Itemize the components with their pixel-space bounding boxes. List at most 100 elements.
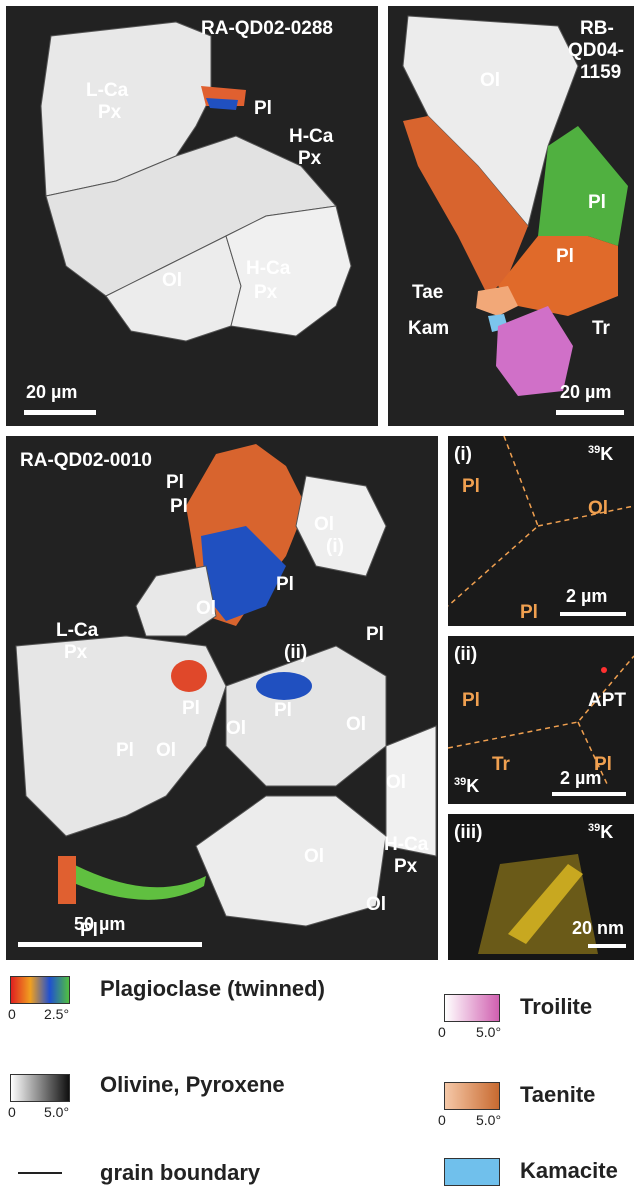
isotope-label: 39K (588, 444, 614, 464)
grain-hcapx (225, 205, 352, 337)
olivine-min: 0 (8, 1104, 16, 1120)
panel-b-title-2: QD04- (568, 40, 624, 61)
label-ii-1: APT (588, 690, 626, 711)
grain-pl-arc (58, 856, 206, 900)
panel-b-title-1: RB- (580, 18, 614, 39)
grain-pl-arc-2 (58, 856, 76, 904)
label-ol: Ol (162, 270, 183, 291)
scale-label: 50 µm (74, 914, 126, 934)
taenite-max: 5.0° (476, 1112, 502, 1128)
label-c-2: Ol (314, 514, 335, 535)
troilite-min: 0 (438, 1024, 446, 1040)
scale-label: 20 nm (572, 918, 625, 938)
label-c-15: Ol (346, 714, 367, 735)
panel-c-image (15, 444, 437, 927)
label-c-21: Ol (366, 894, 387, 915)
apt-k-band (508, 864, 583, 944)
panel-b-title-3: 1159 (580, 62, 622, 83)
boundary-line-icon (18, 1172, 62, 1174)
grain-pl-round-2 (256, 672, 312, 700)
panel-i-image (448, 436, 634, 607)
label-c-20: Pl (80, 920, 98, 941)
grain-boundary-dashed (448, 436, 634, 607)
label-pl-b2: Pl (556, 246, 574, 267)
olivine-label: Olivine, Pyroxene (100, 1072, 285, 1097)
label-c-10: Pl (182, 698, 200, 719)
grain-ol-low (195, 795, 387, 927)
scale-bar (560, 612, 626, 616)
kamacite-swatch (444, 1158, 500, 1186)
label-c-9: Pl (366, 624, 384, 645)
label-c-8: (ii) (284, 642, 308, 663)
scale-label: 2 µm (560, 768, 602, 788)
label-c-12: Ol (226, 718, 247, 739)
scale-bar (18, 942, 202, 947)
panel-c-title: RA-QD02-0010 (20, 450, 152, 471)
isotope-label: 39K (588, 822, 614, 842)
scale-label: 20 µm (26, 382, 78, 402)
panel-iii-image (478, 854, 598, 954)
panel-c: RA-QD02-0010 Pl Pl Ol Pl (i) Ol L-Ca Px … (6, 436, 438, 960)
label-kam: Kam (408, 318, 450, 339)
scale-label: 2 µm (566, 586, 608, 606)
grain-boundary-dashed (448, 655, 634, 787)
troilite-max: 5.0° (476, 1024, 502, 1040)
label-c-13: Pl (116, 740, 134, 761)
label-pl-b1: Pl (588, 192, 606, 213)
plagioclase-min: 0 (8, 1006, 16, 1022)
grain-pl-blue-c (201, 526, 286, 621)
plagioclase-max: 2.5° (44, 1006, 70, 1022)
panel-a-image (40, 21, 352, 342)
label-i-1: Ol (588, 498, 609, 519)
panel-b: RB- QD04- 1159 Ol Pl Pl Tae Kam Tr 20 µm (388, 6, 634, 426)
grain-ol-left (135, 565, 217, 637)
label-c-18: H-Ca (384, 834, 429, 855)
label-c-7: Px (64, 642, 88, 663)
label-c-6: L-Ca (56, 620, 99, 641)
grain-ol-top (295, 475, 387, 577)
panel-b-image (402, 15, 628, 396)
boundary-label: grain boundary (100, 1160, 261, 1185)
label-c-16: Ol (386, 772, 407, 793)
grain-pl-b3 (498, 236, 618, 316)
label-tae: Tae (412, 282, 444, 303)
label-c-19: Px (394, 856, 418, 877)
label-px-1: Px (298, 148, 322, 169)
kamacite-label: Kamacite (520, 1158, 618, 1183)
troilite-swatch (444, 994, 500, 1022)
scale-bar (24, 410, 96, 415)
label-c-11: Pl (274, 700, 292, 721)
panel-iii-id: (iii) (454, 822, 483, 843)
scale-label: 20 µm (560, 382, 612, 402)
plagioclase-label: Plagioclase (twinned) (100, 976, 325, 1001)
panel-ii-image (448, 655, 634, 787)
troilite-label: Troilite (520, 994, 593, 1019)
grain-tr (496, 306, 573, 396)
olivine-max: 5.0° (44, 1104, 70, 1120)
panel-iii: (iii) 39K 20 nm (448, 814, 634, 960)
panel-ii: (ii) Pl APT Tr Pl 39K 2 µm (448, 636, 634, 804)
label-c-17: Ol (304, 846, 325, 867)
label-hca-2: H-Ca (246, 258, 291, 279)
panel-a: RA-QD02-0288 L-Ca Px Pl H-Ca Px Ol H-Ca … (6, 6, 378, 426)
label-ii-0: Pl (462, 690, 480, 711)
label-c-5: Ol (196, 598, 217, 619)
label-lca: L-Ca (86, 80, 129, 101)
grain-lcapx (40, 21, 212, 197)
label-c-14: Ol (156, 740, 177, 761)
label-c-0: Pl (166, 472, 184, 493)
panel-i: (i) 39K Pl Ol Pl 2 µm (448, 436, 634, 626)
apt-marker (601, 667, 607, 673)
olivine-swatch (10, 1074, 70, 1102)
grain-pl-b2 (538, 126, 628, 246)
scale-bar (552, 792, 626, 796)
taenite-swatch (444, 1082, 500, 1110)
panel-a-title: RA-QD02-0288 (201, 18, 333, 39)
isotope-label: 39K (454, 776, 480, 796)
label-px-2: Px (254, 282, 278, 303)
grain-tae (476, 286, 518, 316)
scale-bar (588, 944, 626, 948)
taenite-label: Taenite (520, 1082, 596, 1107)
label-ol-b: Ol (480, 70, 501, 91)
panel-ii-id: (ii) (454, 644, 478, 665)
